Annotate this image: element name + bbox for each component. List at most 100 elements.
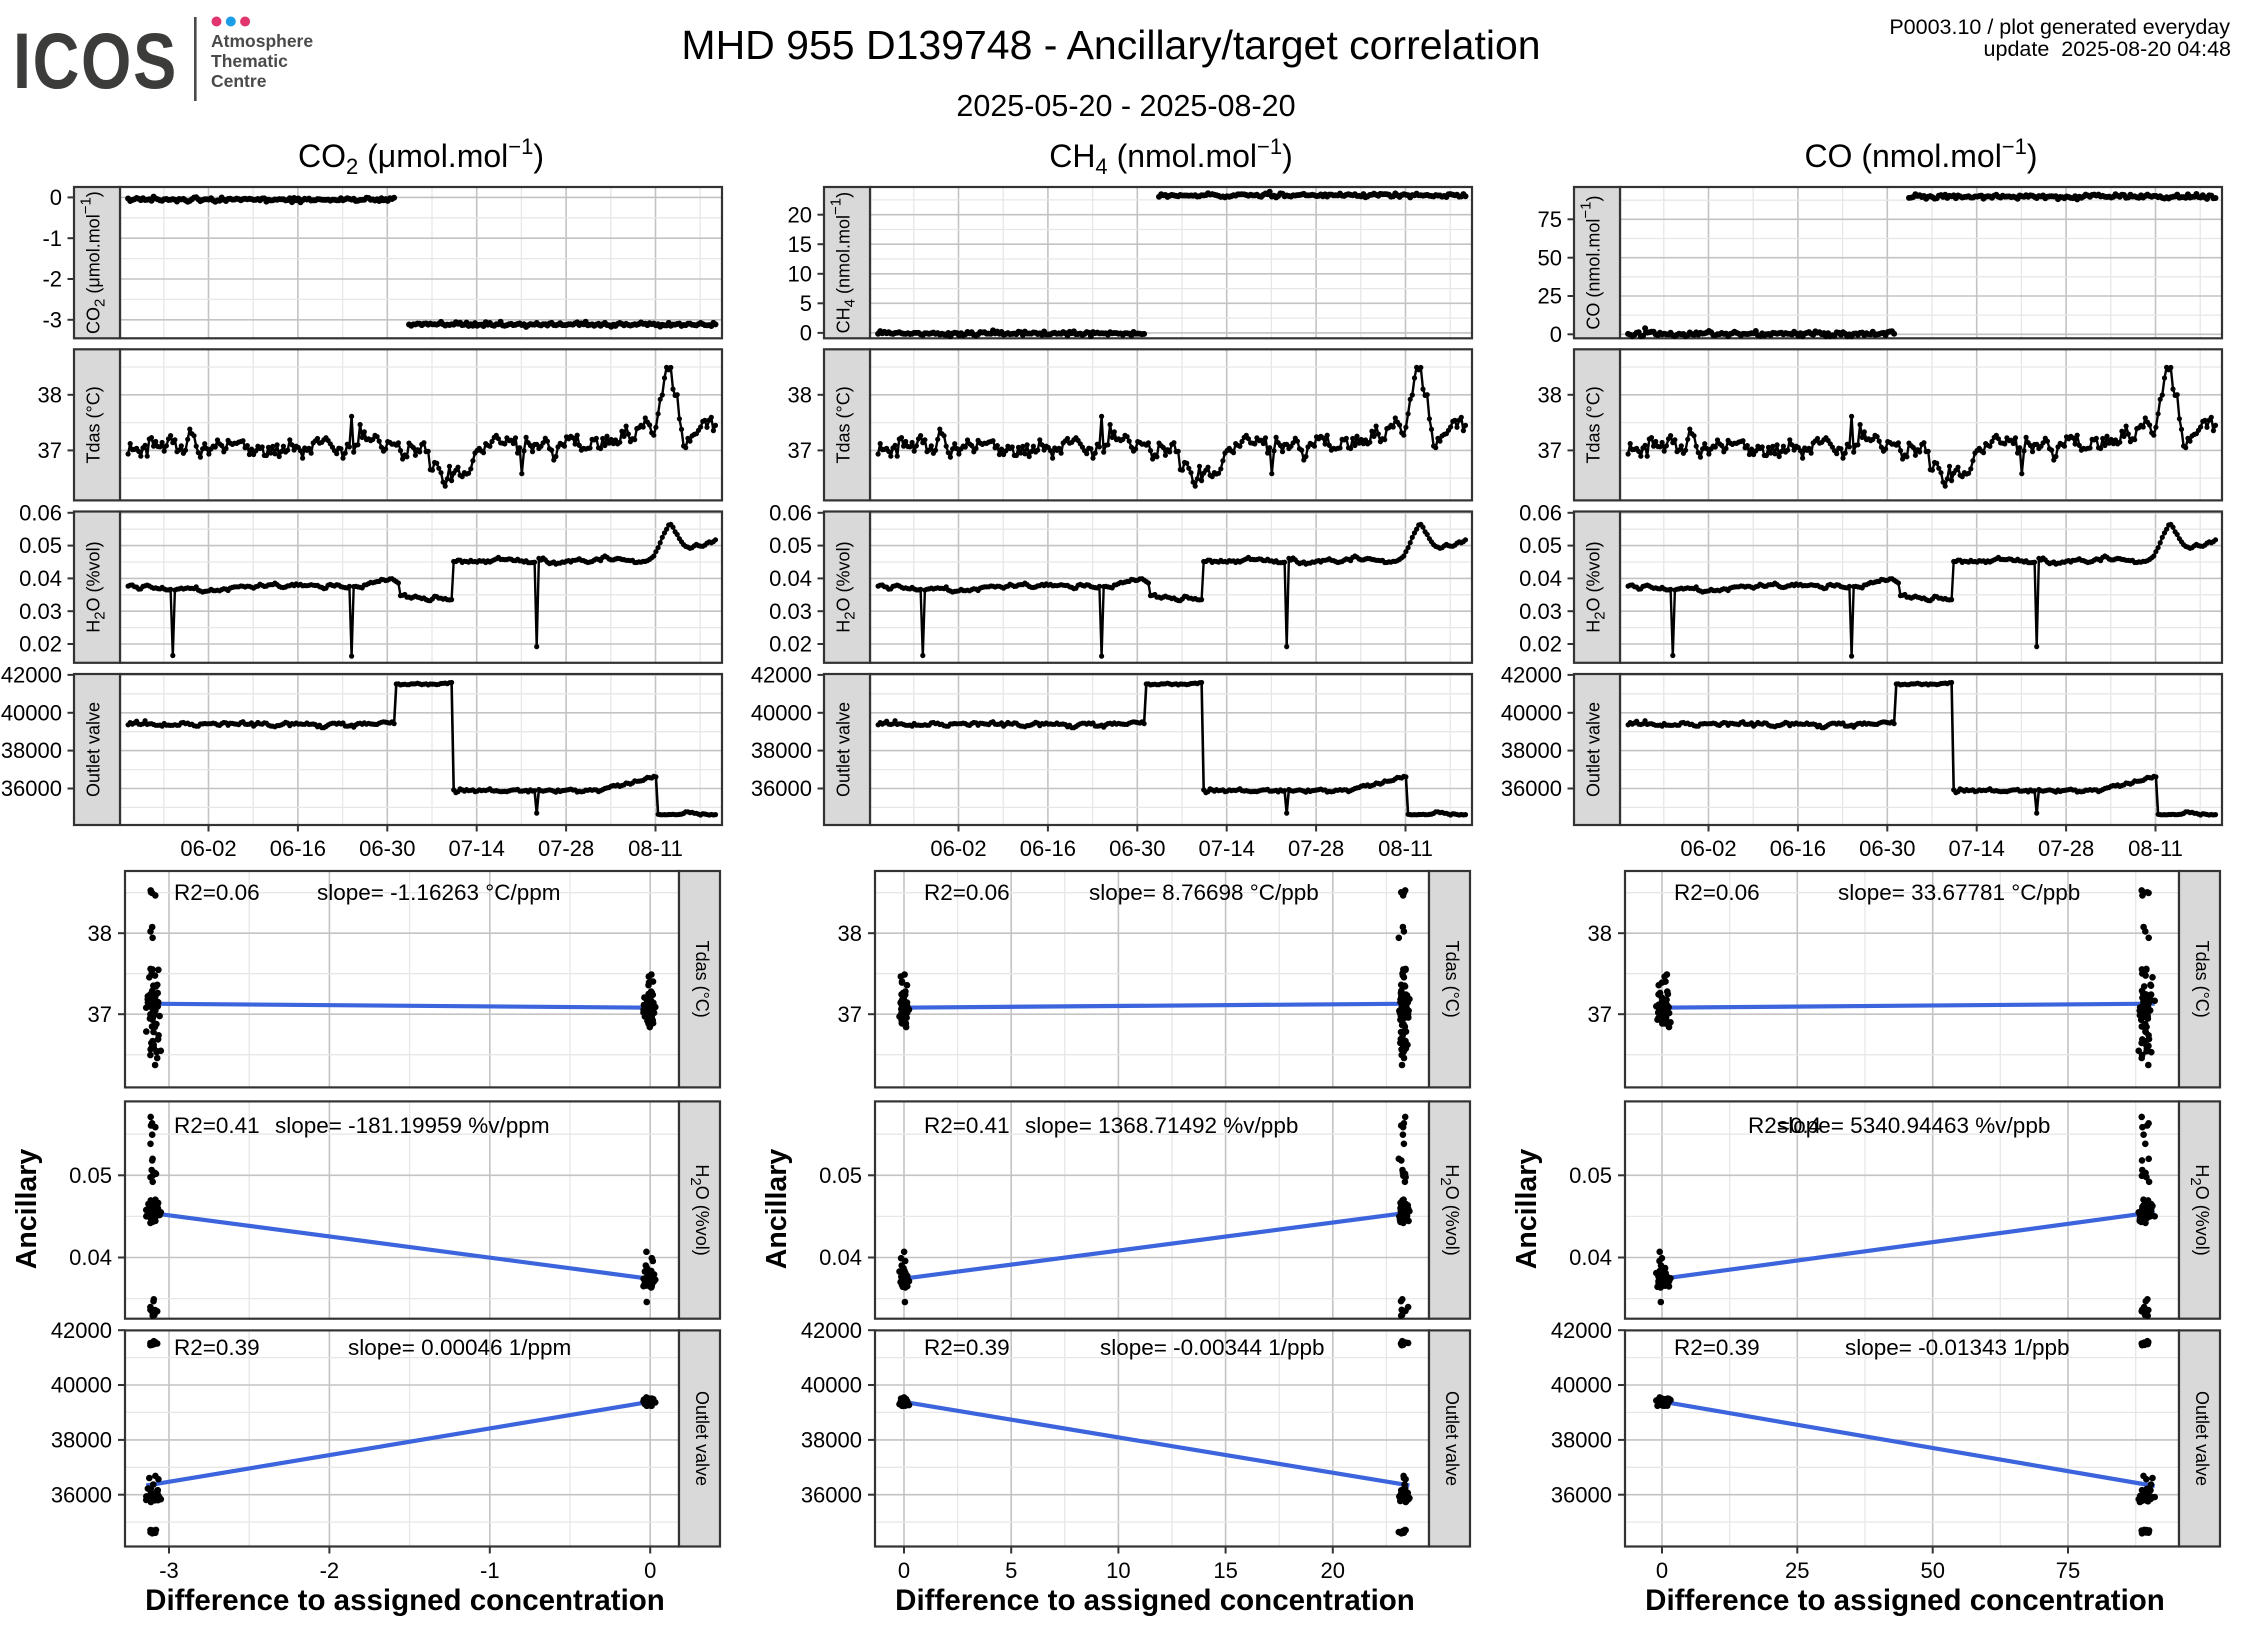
svg-text:R2=0.41: R2=0.41 [174, 1113, 260, 1138]
svg-text:25: 25 [1538, 284, 1562, 309]
svg-text:R2=0.06: R2=0.06 [1674, 880, 1760, 905]
svg-text:42000: 42000 [1501, 663, 1562, 688]
svg-text:0.02: 0.02 [769, 632, 812, 657]
svg-text:ICOS: ICOS [13, 18, 178, 105]
svg-text:slope= -0.01343 1/ppb: slope= -0.01343 1/ppb [1845, 1335, 2070, 1360]
svg-text:42000: 42000 [1551, 1318, 1612, 1343]
svg-text:40000: 40000 [751, 700, 812, 725]
svg-text:Atmosphere: Atmosphere [211, 31, 313, 51]
svg-text:R2=0.41: R2=0.41 [924, 1113, 1010, 1138]
svg-text:42000: 42000 [801, 1318, 862, 1343]
svg-text:R2=0.39: R2=0.39 [924, 1335, 1010, 1360]
svg-text:36000: 36000 [801, 1482, 862, 1507]
svg-text:Outlet valve: Outlet valve [692, 1391, 712, 1486]
svg-text:07-28: 07-28 [1288, 836, 1344, 861]
svg-text:36000: 36000 [51, 1482, 112, 1507]
svg-text:Tdas (°C): Tdas (°C) [2192, 941, 2212, 1018]
svg-text:5: 5 [1005, 1558, 1017, 1583]
svg-text:36000: 36000 [1501, 776, 1562, 801]
svg-text:0.03: 0.03 [769, 599, 812, 624]
svg-text:slope= -1.16263 °C/ppm: slope= -1.16263 °C/ppm [317, 880, 561, 905]
svg-text:slope= -181.19959 %v/ppm: slope= -181.19959 %v/ppm [275, 1113, 550, 1138]
svg-text:0.04: 0.04 [1519, 566, 1562, 591]
svg-text:Thematic: Thematic [211, 51, 288, 71]
svg-text:0.04: 0.04 [19, 566, 62, 591]
svg-text:07-14: 07-14 [449, 836, 505, 861]
svg-text:37: 37 [38, 438, 62, 463]
svg-text:-3: -3 [42, 307, 62, 332]
svg-text:R2=0.06: R2=0.06 [174, 880, 260, 905]
svg-text:06-30: 06-30 [1859, 836, 1915, 861]
svg-text:38: 38 [1588, 921, 1612, 946]
svg-text:CO (nmol.mol−1): CO (nmol.mol−1) [1804, 134, 2037, 174]
svg-text:06-16: 06-16 [1770, 836, 1826, 861]
svg-text:5: 5 [800, 291, 812, 316]
svg-text:36000: 36000 [1551, 1482, 1612, 1507]
svg-text:06-30: 06-30 [1109, 836, 1165, 861]
svg-text:0.05: 0.05 [1569, 1163, 1612, 1188]
svg-text:06-02: 06-02 [930, 836, 986, 861]
svg-text:20: 20 [788, 202, 812, 227]
svg-text:06-16: 06-16 [270, 836, 326, 861]
svg-text:37: 37 [838, 1002, 862, 1027]
svg-text:38000: 38000 [751, 738, 812, 763]
svg-text:0.04: 0.04 [69, 1245, 112, 1270]
svg-text:slope= 5340.94463 %v/ppb: slope= 5340.94463 %v/ppb [1777, 1113, 2050, 1138]
svg-text:-1: -1 [42, 226, 62, 251]
svg-text:Centre: Centre [211, 71, 267, 91]
svg-text:0: 0 [50, 185, 62, 210]
svg-text:0: 0 [644, 1558, 656, 1583]
svg-text:42000: 42000 [751, 663, 812, 688]
svg-text:15: 15 [1213, 1558, 1237, 1583]
svg-text:75: 75 [1538, 207, 1562, 232]
svg-text:Ancillary: Ancillary [11, 1149, 43, 1270]
svg-text:37: 37 [788, 438, 812, 463]
svg-text:CH4 (nmol.mol−1): CH4 (nmol.mol−1) [828, 192, 859, 333]
svg-text:40000: 40000 [801, 1373, 862, 1398]
svg-text:25: 25 [1785, 1558, 1809, 1583]
svg-text:0.05: 0.05 [1519, 533, 1562, 558]
svg-text:CO2 (μmol.mol−1): CO2 (μmol.mol−1) [298, 134, 544, 179]
svg-text:06-16: 06-16 [1020, 836, 1076, 861]
svg-text:R2=0.39: R2=0.39 [174, 1335, 260, 1360]
svg-text:37: 37 [1588, 1002, 1612, 1027]
svg-text:0.05: 0.05 [69, 1163, 112, 1188]
svg-text:37: 37 [1538, 438, 1562, 463]
svg-text:38: 38 [38, 382, 62, 407]
svg-text:0.06: 0.06 [1519, 500, 1562, 525]
svg-text:CH4 (nmol.mol−1): CH4 (nmol.mol−1) [1049, 134, 1293, 179]
svg-text:Difference to assigned concent: Difference to assigned concentration [145, 1584, 665, 1617]
svg-text:40000: 40000 [1501, 700, 1562, 725]
svg-text:Outlet valve: Outlet valve [834, 702, 854, 797]
svg-text:R2=0.39: R2=0.39 [1674, 1335, 1760, 1360]
svg-text:08-11: 08-11 [2128, 836, 2183, 861]
svg-text:0.06: 0.06 [769, 500, 812, 525]
svg-text:0.02: 0.02 [19, 632, 62, 657]
svg-text:40000: 40000 [1, 700, 62, 725]
svg-text:slope= 0.00046 1/ppm: slope= 0.00046 1/ppm [348, 1335, 571, 1360]
svg-text:P0003.10 / plot generated ever: P0003.10 / plot generated everyday [1889, 15, 2230, 39]
svg-text:Outlet valve: Outlet valve [84, 702, 104, 797]
svg-text:06-02: 06-02 [1680, 836, 1736, 861]
svg-text:0.05: 0.05 [769, 533, 812, 558]
svg-text:CO2 (μmol.mol−1): CO2 (μmol.mol−1) [78, 191, 109, 334]
svg-text:-3: -3 [159, 1558, 179, 1583]
svg-text:07-14: 07-14 [1949, 836, 2005, 861]
svg-text:06-02: 06-02 [180, 836, 236, 861]
svg-text:75: 75 [2056, 1558, 2080, 1583]
svg-text:Tdas (°C): Tdas (°C) [1442, 941, 1462, 1018]
svg-text:Outlet valve: Outlet valve [2192, 1391, 2212, 1486]
svg-text:38000: 38000 [1501, 738, 1562, 763]
svg-text:Difference to assigned concent: Difference to assigned concentration [895, 1584, 1415, 1617]
svg-text:slope= 1368.71492 %v/ppb: slope= 1368.71492 %v/ppb [1025, 1113, 1298, 1138]
svg-text:Ancillary: Ancillary [761, 1149, 793, 1270]
svg-text:0.04: 0.04 [769, 566, 812, 591]
svg-text:38: 38 [88, 921, 112, 946]
svg-text:0: 0 [898, 1558, 910, 1583]
svg-text:MHD 955 D139748 - Ancillary/ta: MHD 955 D139748 - Ancillary/target corre… [681, 22, 1540, 68]
svg-text:40000: 40000 [51, 1373, 112, 1398]
svg-text:08-11: 08-11 [1378, 836, 1433, 861]
svg-text:0.06: 0.06 [19, 500, 62, 525]
svg-text:38: 38 [838, 921, 862, 946]
svg-text:36000: 36000 [1, 776, 62, 801]
